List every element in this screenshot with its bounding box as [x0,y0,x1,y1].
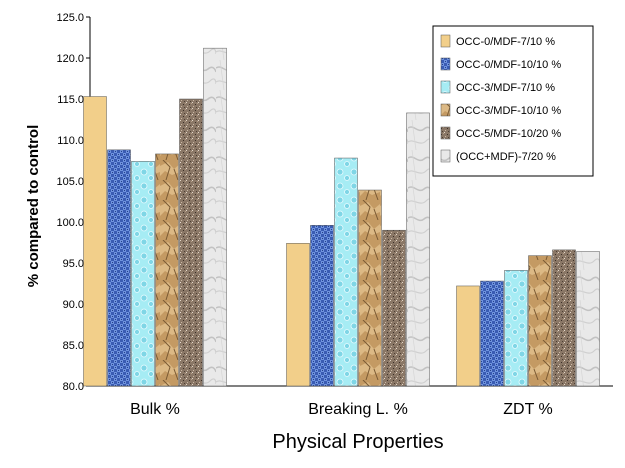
bar [576,251,600,387]
legend-box [432,25,594,177]
legend-swatch [440,80,451,94]
category-label: Breaking L. % [308,401,408,418]
y-tick-label: 110.0 [57,135,84,147]
legend-swatch [440,34,451,48]
bar [504,270,528,387]
bar [310,225,334,387]
y-tick-label: 100.0 [56,217,84,229]
legend: OCC-0/MDF-7/10 % OCC-0/MDF-10/10 % OCC-3/M… [432,25,594,177]
bar [528,255,552,387]
y-axis-title: % compared to control [25,125,42,288]
legend-swatch [440,126,451,140]
category-label: Bulk % [130,401,180,418]
legend-label: OCC-3/MDF-10/10 % [456,105,561,117]
y-tick-label: 115.0 [57,94,84,106]
bar [406,112,430,387]
legend-swatch [440,149,451,163]
legend-swatch [440,57,451,71]
legend-label: (OCC+MDF)-7/20 % [456,151,556,163]
category-label: ZDT % [503,401,552,418]
bar [358,189,382,387]
bar [286,243,310,387]
y-tick-label: 125.0 [56,12,84,24]
bar [203,47,227,387]
y-tick-labels: 80.0 85.0 90.0 95.0 100.0 105.0 110.0 115.0 120.… [56,12,90,393]
legend-swatch [440,103,451,117]
legend-label: OCC-0/MDF-7/10 % [456,36,555,48]
bar [382,229,406,387]
bar [480,280,504,387]
y-tick-label: 85.0 [63,340,84,352]
legend-label: OCC-0/MDF-10/10 % [456,59,561,71]
y-tick-label: 105.0 [56,176,84,188]
bar [552,249,576,387]
category-labels: Bulk % Breaking L. % ZDT % [130,401,553,418]
y-tick-label: 95.0 [63,258,84,270]
x-axis-title: Physical Properties [272,431,443,453]
y-tick-label: 90.0 [63,299,84,311]
legend-label: OCC-3/MDF-7/10 % [456,82,555,94]
bar [131,161,155,387]
bar [83,96,107,387]
y-tick-label: 120.0 [56,53,84,65]
bar [179,98,203,387]
bar [334,157,358,387]
bar [155,153,179,387]
bar [107,149,131,387]
bar [456,285,480,387]
bars [83,47,600,387]
y-tick-label: 80.0 [63,381,84,393]
legend-label: OCC-5/MDF-10/20 % [456,128,561,140]
